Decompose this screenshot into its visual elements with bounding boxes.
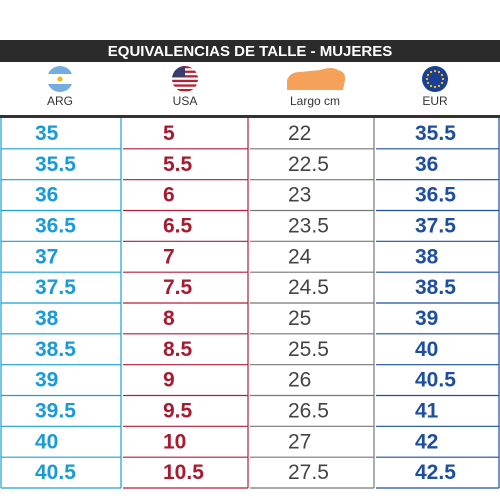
cell: 42 bbox=[415, 430, 438, 453]
cell: 26 bbox=[288, 369, 311, 392]
cell: 38 bbox=[35, 307, 59, 330]
cell: 36.5 bbox=[35, 214, 76, 237]
arg-flag bbox=[47, 66, 73, 92]
usa-flag bbox=[172, 66, 198, 92]
cell: 22.5 bbox=[288, 153, 329, 176]
cell: 39 bbox=[415, 307, 438, 330]
column-label: ARG bbox=[47, 94, 73, 108]
cell: 25 bbox=[288, 307, 311, 330]
cell: 40.5 bbox=[415, 369, 456, 392]
title-bar bbox=[0, 40, 500, 62]
cell: 38 bbox=[415, 245, 439, 268]
cell: 36.5 bbox=[415, 184, 456, 207]
cell: 6 bbox=[163, 184, 175, 207]
cell: 5.5 bbox=[163, 153, 193, 176]
cell: 39 bbox=[35, 369, 58, 392]
cell: 27.5 bbox=[288, 461, 329, 484]
cell: 23.5 bbox=[288, 214, 329, 237]
cell: 39.5 bbox=[35, 399, 76, 422]
cell: 37 bbox=[35, 245, 58, 268]
cell: 9.5 bbox=[163, 399, 193, 422]
column-label: USA bbox=[173, 94, 198, 108]
cell: 35.5 bbox=[35, 153, 76, 176]
cell: 38.5 bbox=[35, 338, 76, 361]
cell: 8.5 bbox=[163, 338, 193, 361]
cell: 22 bbox=[288, 122, 311, 145]
cell: 24.5 bbox=[288, 276, 329, 299]
cell: 7.5 bbox=[163, 276, 193, 299]
eu-flag bbox=[422, 66, 448, 92]
cell: 6.5 bbox=[163, 214, 193, 237]
cell: 8 bbox=[163, 307, 175, 330]
cell: 38.5 bbox=[415, 276, 456, 299]
cell: 40.5 bbox=[35, 461, 76, 484]
cell: 10 bbox=[163, 430, 186, 453]
cell: 37.5 bbox=[35, 276, 76, 299]
cell: 9 bbox=[163, 369, 175, 392]
cell: 40 bbox=[415, 338, 438, 361]
column-label: EUR bbox=[422, 94, 448, 108]
cell: 37.5 bbox=[415, 214, 456, 237]
foot-icon bbox=[287, 68, 346, 90]
cell: 5 bbox=[163, 122, 175, 145]
cell: 7 bbox=[163, 245, 175, 268]
cell: 36 bbox=[35, 184, 58, 207]
title: EQUIVALENCIAS DE TALLE - MUJERES bbox=[108, 43, 392, 60]
cell: 35 bbox=[35, 122, 59, 145]
cell: 23 bbox=[288, 184, 311, 207]
cell: 42.5 bbox=[415, 461, 456, 484]
cell: 25.5 bbox=[288, 338, 329, 361]
cell: 10.5 bbox=[163, 461, 204, 484]
cell: 35.5 bbox=[415, 122, 456, 145]
cell: 26.5 bbox=[288, 399, 329, 422]
cell: 36 bbox=[415, 153, 438, 176]
cell: 24 bbox=[288, 245, 312, 268]
cell: 40 bbox=[35, 430, 58, 453]
cell: 41 bbox=[415, 399, 439, 422]
header-rule bbox=[0, 115, 500, 118]
cell: 27 bbox=[288, 430, 311, 453]
column-label: Largo cm bbox=[290, 94, 340, 108]
